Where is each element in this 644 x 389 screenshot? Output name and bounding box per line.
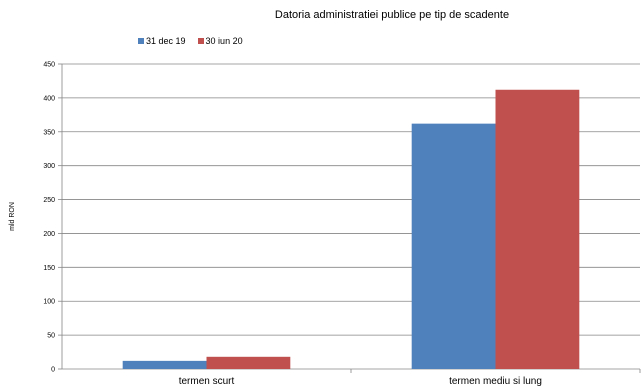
y-axis-label: mld RON [9, 202, 16, 231]
legend-item-series-2: 30 iun 20 [197, 36, 243, 46]
y-tick-label: 200 [43, 231, 55, 238]
chart-title: Datoria administratiei publice pe tip de… [274, 9, 510, 21]
y-tick-label: 450 [43, 62, 55, 69]
y-tick-label: 300 [43, 163, 55, 170]
y-tick-label: 250 [43, 197, 55, 204]
y-tick-label: 350 [43, 129, 55, 136]
legend-label-series-2: 30 iun 20 [205, 36, 243, 46]
legend-swatch-series-1 [138, 38, 144, 44]
y-tick-label: 50 [47, 333, 55, 340]
bar-2-1 [206, 356, 291, 369]
tick-labels: 0 50 100 150 200 250 300 350 400 450 termen scurt t… [9, 62, 542, 388]
y-tick-label: 400 [43, 95, 55, 102]
y-tick-label: 150 [43, 265, 55, 272]
legend-item-series-1: 31 dec 19 [138, 36, 186, 46]
x-category-label: termen mediu si lung [449, 376, 542, 387]
legend-label-series-1: 31 dec 19 [146, 36, 186, 46]
bars [122, 89, 580, 370]
y-tick-label: 100 [43, 299, 55, 306]
bar-2-2 [495, 89, 580, 369]
bar-1-2 [411, 123, 496, 370]
y-tick-label: 0 [51, 367, 55, 374]
x-category-label: termen scurt [179, 376, 235, 387]
bar-1-1 [122, 360, 207, 369]
legend: 31 dec 19 30 iun 20 [138, 36, 243, 46]
legend-swatch-series-2 [197, 38, 204, 44]
